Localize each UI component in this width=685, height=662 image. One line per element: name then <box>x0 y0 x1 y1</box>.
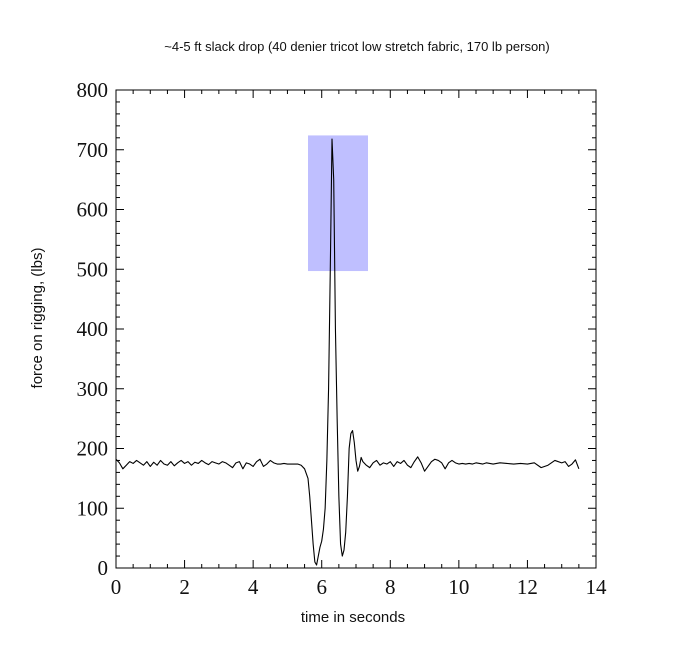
x-tick-label: 0 <box>111 575 122 599</box>
x-tick-label: 14 <box>586 575 608 599</box>
y-tick-label: 700 <box>77 138 109 162</box>
x-tick-label: 4 <box>248 575 259 599</box>
x-tick-label: 8 <box>385 575 396 599</box>
y-tick-label: 800 <box>77 78 109 102</box>
y-tick-label: 600 <box>77 198 109 222</box>
y-tick-label: 500 <box>77 257 109 281</box>
y-tick-label: 200 <box>77 437 109 461</box>
x-tick-label: 2 <box>179 575 190 599</box>
plot-area: 0 2 4 6 8 10 12 14 0 100 200 300 400 500 600 700 800 <box>77 78 608 599</box>
y-tick-label: 400 <box>77 317 109 341</box>
y-tick-label: 300 <box>77 377 109 401</box>
y-axis-label: force on rigging, (lbs) <box>29 248 46 389</box>
x-tick-label: 12 <box>517 575 538 599</box>
series-line <box>115 138 580 566</box>
y-tick-label: 100 <box>77 496 109 520</box>
x-tick-label: 6 <box>316 575 327 599</box>
highlight-region <box>308 135 368 272</box>
x-axis-label: time in seconds <box>301 609 405 626</box>
x-tick-label: 10 <box>448 575 469 599</box>
chart-title: ~4-5 ft slack drop (40 denier tricot low… <box>164 39 550 54</box>
y-tick-label: 0 <box>98 556 109 580</box>
